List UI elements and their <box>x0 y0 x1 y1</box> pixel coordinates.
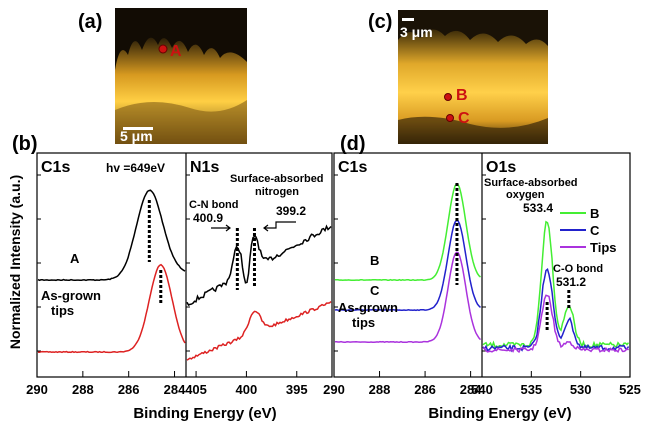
point-marker-b <box>444 93 452 101</box>
d-curve-c-label: C <box>370 283 380 298</box>
x-tick-label-3-3: 525 <box>619 382 641 397</box>
b-asgrown-label-2: tips <box>51 303 74 318</box>
legend-label-c: C <box>590 223 600 238</box>
b-peak-400-9-label: 400.9 <box>193 211 223 225</box>
point-label-b: B <box>456 87 468 104</box>
panel-label-c: (c) <box>368 11 392 33</box>
d-c1s-title: C1s <box>338 159 367 176</box>
d-surface-o-label-1: Surface-absorbed <box>484 177 578 189</box>
x-tick-label-1-1: 400 <box>236 382 258 397</box>
b-surface-n-label-2: nitrogen <box>255 186 299 198</box>
d-o1s-title: O1s <box>486 159 516 176</box>
b-peak-399-2-label: 399.2 <box>276 204 306 218</box>
panel-label-d: (d) <box>340 133 366 155</box>
microscope-image-a: A 5 μm <box>115 8 247 144</box>
scale-bar-c <box>402 18 414 21</box>
curve-d-c1s-tips <box>335 251 482 344</box>
cn-bond-arrow <box>211 224 231 232</box>
x-tick-label-0-0: 290 <box>26 382 48 397</box>
curve-d-o1s-tips <box>482 294 630 354</box>
scale-bar-a <box>123 127 153 130</box>
point-marker-a <box>158 44 168 54</box>
b-n1s-title: N1s <box>190 159 219 176</box>
scale-bar-label-c: 3 μm <box>400 24 433 40</box>
curve-d-o1s-c <box>482 268 630 353</box>
x-tick-label-3-2: 530 <box>570 382 592 397</box>
point-label-a: A <box>170 43 182 60</box>
d-asgrown-label-1: As-grown <box>338 300 398 315</box>
d-peak-531-2-label: 531.2 <box>556 275 586 289</box>
curve-d-c1s-c <box>334 219 482 312</box>
curve-d-o1s-b <box>482 220 630 349</box>
x-tick-label-0-3: 284 <box>164 382 186 397</box>
x-axis-label-left: Binding Energy (eV) <box>133 405 276 422</box>
b-c1s-title: C1s <box>41 159 70 176</box>
point-label-c: C <box>458 110 470 127</box>
x-tick-label-3-0: 540 <box>471 382 493 397</box>
b-hv-label: hv =649eV <box>106 161 165 175</box>
microscope-image-c: 3 μm B C <box>398 10 548 144</box>
x-tick-label-3-1: 535 <box>520 382 542 397</box>
b-curve-a-label: A <box>70 251 80 266</box>
x-axis-label-right: Binding Energy (eV) <box>428 405 571 422</box>
y-axis-label: Normalized Intensity (a.u.) <box>7 175 23 349</box>
x-tick-label-1-0: 405 <box>185 382 207 397</box>
b-cn-bond-label: C-N bond <box>189 199 238 211</box>
d-co-bond-label: C-O bond <box>553 263 603 275</box>
scale-bar-label-a: 5 μm <box>120 128 153 144</box>
d-asgrown-label-2: tips <box>352 315 375 330</box>
x-tick-label-2-1: 288 <box>369 382 391 397</box>
point-marker-c <box>446 114 454 122</box>
legend-label-b: B <box>590 206 599 221</box>
b-asgrown-label-1: As-grown <box>41 288 101 303</box>
d-surface-o-label-2: oxygen <box>506 189 545 201</box>
x-tick-label-2-0: 290 <box>323 382 345 397</box>
x-tick-label-2-2: 286 <box>414 382 436 397</box>
x-tick-label-0-2: 286 <box>118 382 140 397</box>
panel-label-a: (a) <box>78 11 102 33</box>
curve-b-c1s-a <box>37 189 186 282</box>
x-tick-label-0-1: 288 <box>72 382 94 397</box>
b-surface-n-label-1: Surface-absorbed <box>230 173 324 185</box>
curve-d-c1s-b <box>335 183 482 282</box>
curve-b-c1s-tips <box>37 263 186 354</box>
curve-b-n1s-tips <box>186 301 332 361</box>
panel-label-b: (b) <box>12 133 38 155</box>
d-curve-b-label: B <box>370 253 379 268</box>
x-tick-label-2-3: 284 <box>460 382 482 397</box>
legend-label-tips: Tips <box>590 240 617 255</box>
d-peak-533-4-label: 533.4 <box>523 201 553 215</box>
curve-b-n1s-a <box>186 224 332 306</box>
plot-frame-b <box>36 152 333 378</box>
n-surface-arrow <box>263 221 296 232</box>
x-tick-label-1-2: 395 <box>286 382 308 397</box>
legend: B C Tips <box>560 206 617 255</box>
